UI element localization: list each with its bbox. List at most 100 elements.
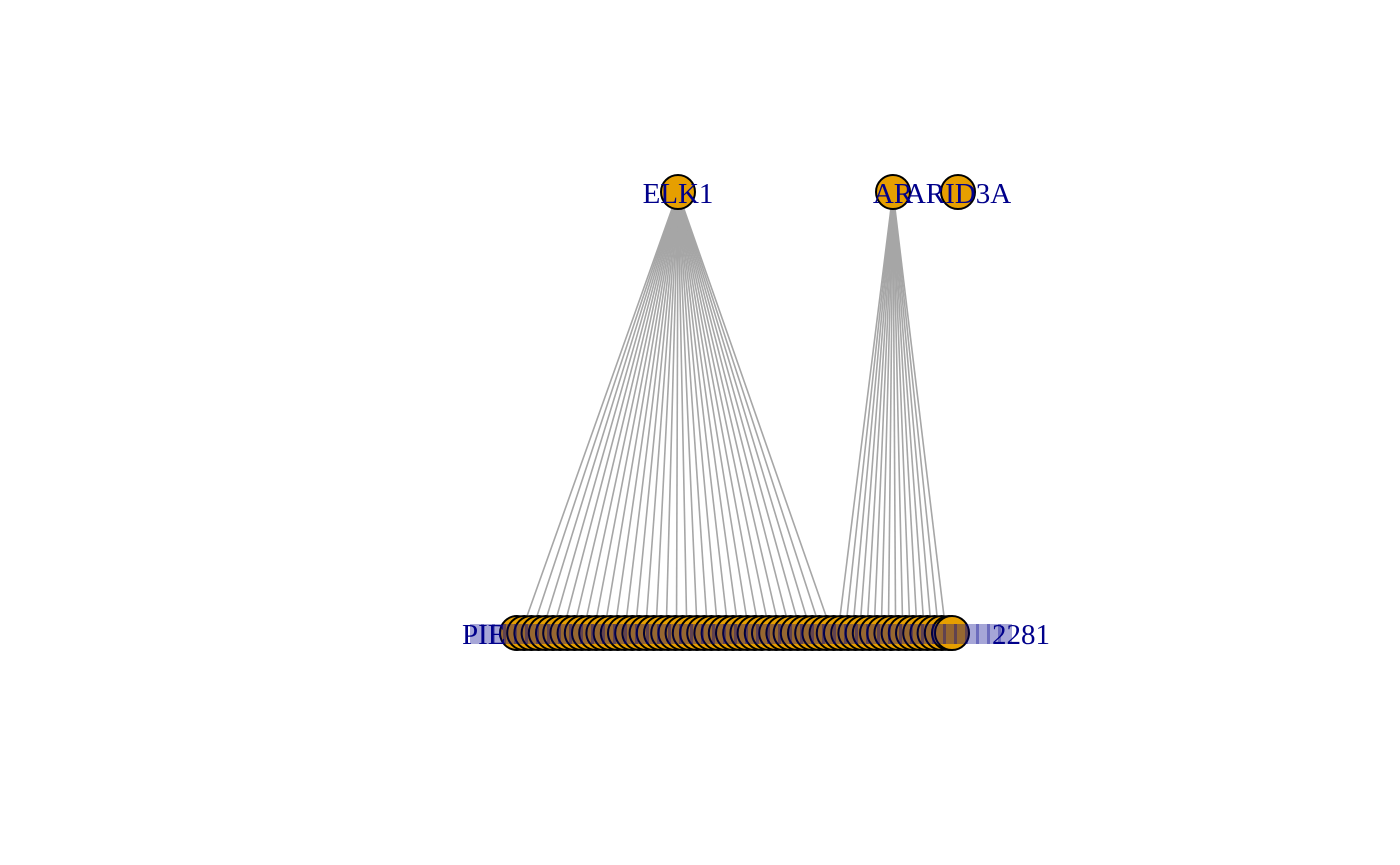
overlapping-target-label (503, 624, 517, 644)
overlapping-target-label (976, 624, 990, 644)
edge (551, 191, 679, 634)
overlapping-target-label (569, 624, 583, 644)
overlapping-target-label (635, 624, 649, 644)
edge (677, 191, 688, 634)
overlapping-target-label (811, 624, 825, 644)
overlapping-target-label (943, 624, 957, 644)
overlapping-target-label (789, 624, 803, 644)
edge (634, 191, 679, 634)
overlapping-target-label (514, 624, 528, 644)
target-label-right: 2281 (992, 619, 1050, 651)
edge (675, 191, 679, 634)
edge (892, 191, 904, 634)
target-label-left: PIE (462, 619, 506, 651)
edge (844, 191, 894, 634)
overlapping-target-label (899, 624, 913, 644)
hub-label-elk1: ELK1 (643, 178, 714, 210)
edge (677, 191, 709, 634)
overlapping-target-label (712, 624, 726, 644)
overlapping-target-label (888, 624, 902, 644)
edge (892, 191, 918, 634)
overlapping-target-label (954, 624, 968, 644)
edge (540, 191, 679, 634)
edge (851, 191, 894, 634)
overlapping-target-label (481, 624, 495, 644)
edge (677, 191, 740, 634)
edge (677, 191, 730, 634)
edge (677, 191, 719, 634)
edge (892, 191, 897, 634)
overlapping-target-label (745, 624, 759, 644)
edge (530, 191, 679, 634)
edge-layer (520, 191, 947, 634)
overlapping-target-label (756, 624, 770, 644)
hub-node-arid3a (940, 174, 976, 210)
edge (892, 191, 940, 634)
edge (677, 191, 802, 634)
edge (892, 191, 911, 634)
edge (520, 191, 679, 634)
edge (858, 191, 894, 634)
overlapping-target-label (536, 624, 550, 644)
hub-label-ar: AR (873, 178, 914, 210)
edge (677, 191, 699, 634)
overlapping-target-label (657, 624, 671, 644)
overlapping-target-label (987, 624, 1001, 644)
overlapping-target-label (734, 624, 748, 644)
overlapping-target-label (921, 624, 935, 644)
edge (677, 191, 781, 634)
hub-node-layer (660, 174, 976, 210)
overlapping-target-label (558, 624, 572, 644)
edge (603, 191, 679, 634)
overlapping-target-label (690, 624, 704, 644)
edge (623, 191, 679, 634)
overlapping-target-label (778, 624, 792, 644)
overlapping-target-label (602, 624, 616, 644)
overlapping-target-label (833, 624, 847, 644)
edge (837, 191, 894, 634)
overlapping-target-label (800, 624, 814, 644)
edge (677, 191, 792, 634)
overlapping-target-label (998, 624, 1012, 644)
overlapping-target-label (492, 624, 506, 644)
overlapping-target-label (679, 624, 693, 644)
hub-node-ar (875, 174, 911, 210)
hub-node-elk1 (660, 174, 696, 210)
target-node (934, 615, 970, 651)
overlapping-target-label (822, 624, 836, 644)
edge (665, 191, 679, 634)
overlapping-target-label (591, 624, 605, 644)
overlapping-target-label (624, 624, 638, 644)
overlapping-target-label (613, 624, 627, 644)
overlapping-target-label (866, 624, 880, 644)
overlapping-target-label (470, 624, 484, 644)
edge (887, 191, 894, 634)
target-label-layer (470, 624, 1012, 644)
edge (561, 191, 679, 634)
edge (677, 191, 750, 634)
edge (892, 191, 933, 634)
overlapping-target-label (547, 624, 561, 644)
overlapping-target-label (910, 624, 924, 644)
target-node-layer (499, 615, 970, 651)
hub-label-layer: ELK1 AR ARID3A (643, 178, 1012, 210)
edge (880, 191, 894, 634)
edge (572, 191, 679, 634)
overlapping-target-label (877, 624, 891, 644)
overlapping-target-label (580, 624, 594, 644)
edge (582, 191, 679, 634)
edge (892, 191, 926, 634)
edge (873, 191, 894, 634)
overlapping-target-label (723, 624, 737, 644)
overlapping-target-label (525, 624, 539, 644)
overlapping-target-label (646, 624, 660, 644)
edge (654, 191, 679, 634)
target-end-labels: PIE 2281 (462, 619, 1050, 651)
edge (892, 191, 947, 634)
edge (677, 191, 823, 634)
edge (677, 191, 813, 634)
overlapping-target-label (767, 624, 781, 644)
hub-label-arid3a: ARID3A (905, 178, 1011, 210)
edge (613, 191, 679, 634)
